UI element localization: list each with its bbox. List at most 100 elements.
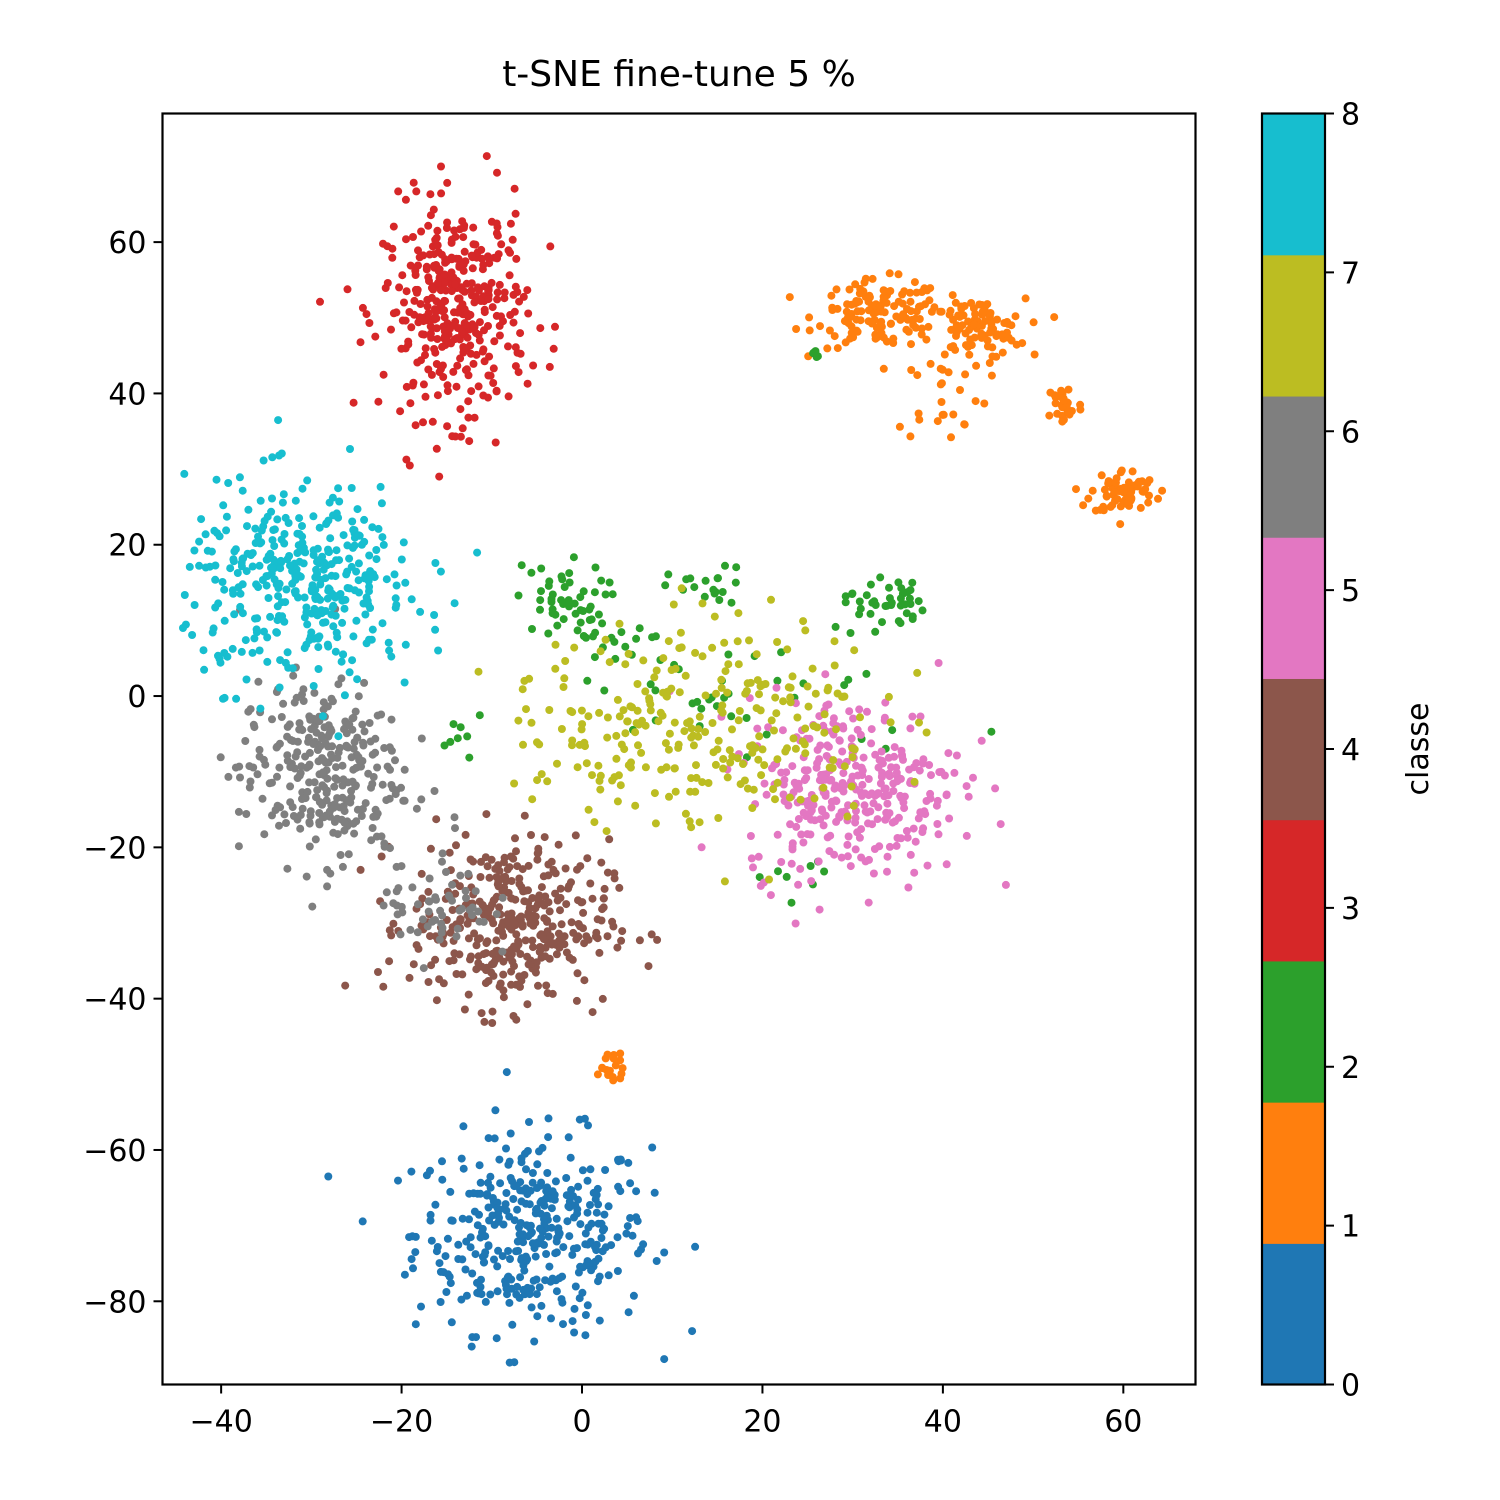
scatter-point-class-4 <box>475 934 484 943</box>
scatter-point-class-8 <box>365 587 373 596</box>
scatter-point-class-2 <box>559 615 568 624</box>
scatter-point-class-8 <box>416 607 425 616</box>
scatter-point-class-2 <box>700 592 709 601</box>
scatter-point-class-4 <box>409 960 418 969</box>
scatter-point-class-4 <box>474 952 483 961</box>
scatter-point-class-4 <box>525 904 534 912</box>
scatter-point-class-1 <box>856 316 865 325</box>
scatter-point-class-3 <box>510 307 519 316</box>
scatter-point-class-6 <box>380 839 389 848</box>
scatter-point-class-0 <box>486 1172 495 1181</box>
scatter-point-class-8 <box>222 512 231 521</box>
scatter-point-class-8 <box>218 578 227 586</box>
scatter-point-class-0 <box>502 1144 510 1153</box>
scatter-point-class-1 <box>895 422 904 431</box>
scatter-point-class-8 <box>434 646 443 655</box>
scatter-point-class-2 <box>918 606 927 615</box>
scatter-point-class-8 <box>278 498 287 507</box>
scatter-point-class-7 <box>708 643 717 652</box>
scatter-point-class-2 <box>885 583 893 592</box>
scatter-point-class-8 <box>354 531 363 540</box>
scatter-point-class-3 <box>549 344 558 353</box>
scatter-point-class-3 <box>430 250 439 259</box>
scatter-point-class-4 <box>478 901 487 909</box>
scatter-point-class-3 <box>371 332 380 341</box>
scatter-point-class-5 <box>819 721 828 730</box>
scatter-point-class-2 <box>610 637 619 646</box>
scatter-point-class-8 <box>236 589 245 598</box>
scatter-point-class-7 <box>830 637 839 646</box>
scatter-point-class-4 <box>603 868 612 877</box>
scatter-point-class-0 <box>466 1233 475 1242</box>
scatter-point-class-0 <box>584 1121 592 1130</box>
scatter-point-class-0 <box>565 1232 574 1241</box>
scatter-point-class-5 <box>804 801 812 810</box>
scatter-point-class-0 <box>564 1202 573 1211</box>
scatter-point-class-4 <box>572 935 581 944</box>
scatter-point-class-5 <box>779 780 788 789</box>
scatter-point-class-5 <box>864 898 873 907</box>
scatter-point-class-8 <box>368 625 377 634</box>
scatter-point-class-7 <box>711 760 720 769</box>
scatter-point-class-6 <box>397 862 406 871</box>
scatter-point-class-8 <box>232 694 241 703</box>
scatter-point-class-6 <box>236 773 244 782</box>
scatter-point-class-2 <box>527 568 536 577</box>
scatter-point-class-8 <box>309 682 318 690</box>
scatter-point-class-7 <box>749 785 758 794</box>
scatter-point-class-7 <box>620 745 629 754</box>
scatter-point-class-2 <box>862 669 871 678</box>
scatter-point-class-0 <box>498 1252 507 1261</box>
scatter-point-class-1 <box>1030 350 1039 359</box>
scatter-point-class-8 <box>220 585 229 594</box>
scatter-point-class-8 <box>207 547 216 556</box>
scatter-point-class-1 <box>981 317 990 326</box>
scatter-point-class-3 <box>421 344 430 353</box>
scatter-point-class-7 <box>601 635 610 644</box>
scatter-point-class-7 <box>824 683 833 692</box>
scatter-point-class-4 <box>356 865 365 874</box>
scatter-point-class-8 <box>215 654 224 663</box>
scatter-point-class-2 <box>711 588 720 596</box>
scatter-point-class-7 <box>670 764 679 773</box>
scatter-point-class-3 <box>459 233 468 242</box>
scatter-point-class-8 <box>273 515 282 524</box>
y-tick-label: −40 <box>83 983 146 1018</box>
scatter-point-class-1 <box>960 420 969 429</box>
scatter-point-class-4 <box>507 950 516 959</box>
scatter-point-class-8 <box>190 601 199 609</box>
scatter-point-class-7 <box>613 797 622 806</box>
scatter-point-class-7 <box>752 650 761 659</box>
scatter-point-class-5 <box>923 861 932 870</box>
scatter-point-class-2 <box>724 650 733 659</box>
scatter-point-class-4 <box>556 906 564 915</box>
scatter-point-class-8 <box>195 561 204 570</box>
scatter-point-class-0 <box>480 1251 489 1260</box>
scatter-point-class-5 <box>835 812 844 821</box>
scatter-point-class-8 <box>263 657 272 666</box>
scatter-point-class-2 <box>896 594 905 603</box>
scatter-point-class-1 <box>1064 385 1073 394</box>
scatter-point-class-1 <box>1145 476 1154 485</box>
scatter-point-class-2 <box>896 619 905 628</box>
scatter-point-class-6 <box>254 677 263 686</box>
scatter-point-class-6 <box>303 787 312 796</box>
scatter-point-class-5 <box>1001 880 1010 889</box>
scatter-point-class-4 <box>470 929 479 938</box>
scatter-point-class-0 <box>411 1320 420 1329</box>
scatter-point-class-7 <box>781 747 790 756</box>
scatter-point-class-8 <box>313 611 322 620</box>
scatter-point-class-6 <box>289 671 298 680</box>
scatter-point-class-4 <box>515 914 524 923</box>
scatter-point-class-7 <box>661 739 670 748</box>
scatter-point-class-0 <box>504 1272 513 1281</box>
scatter-point-class-8 <box>365 551 374 560</box>
scatter-point-class-1 <box>1144 498 1153 507</box>
scatter-point-class-1 <box>1124 498 1133 506</box>
scatter-point-class-1 <box>805 313 814 322</box>
scatter-point-class-7 <box>665 792 673 801</box>
scatter-point-class-8 <box>260 517 269 525</box>
scatter-point-class-0 <box>547 1314 555 1323</box>
